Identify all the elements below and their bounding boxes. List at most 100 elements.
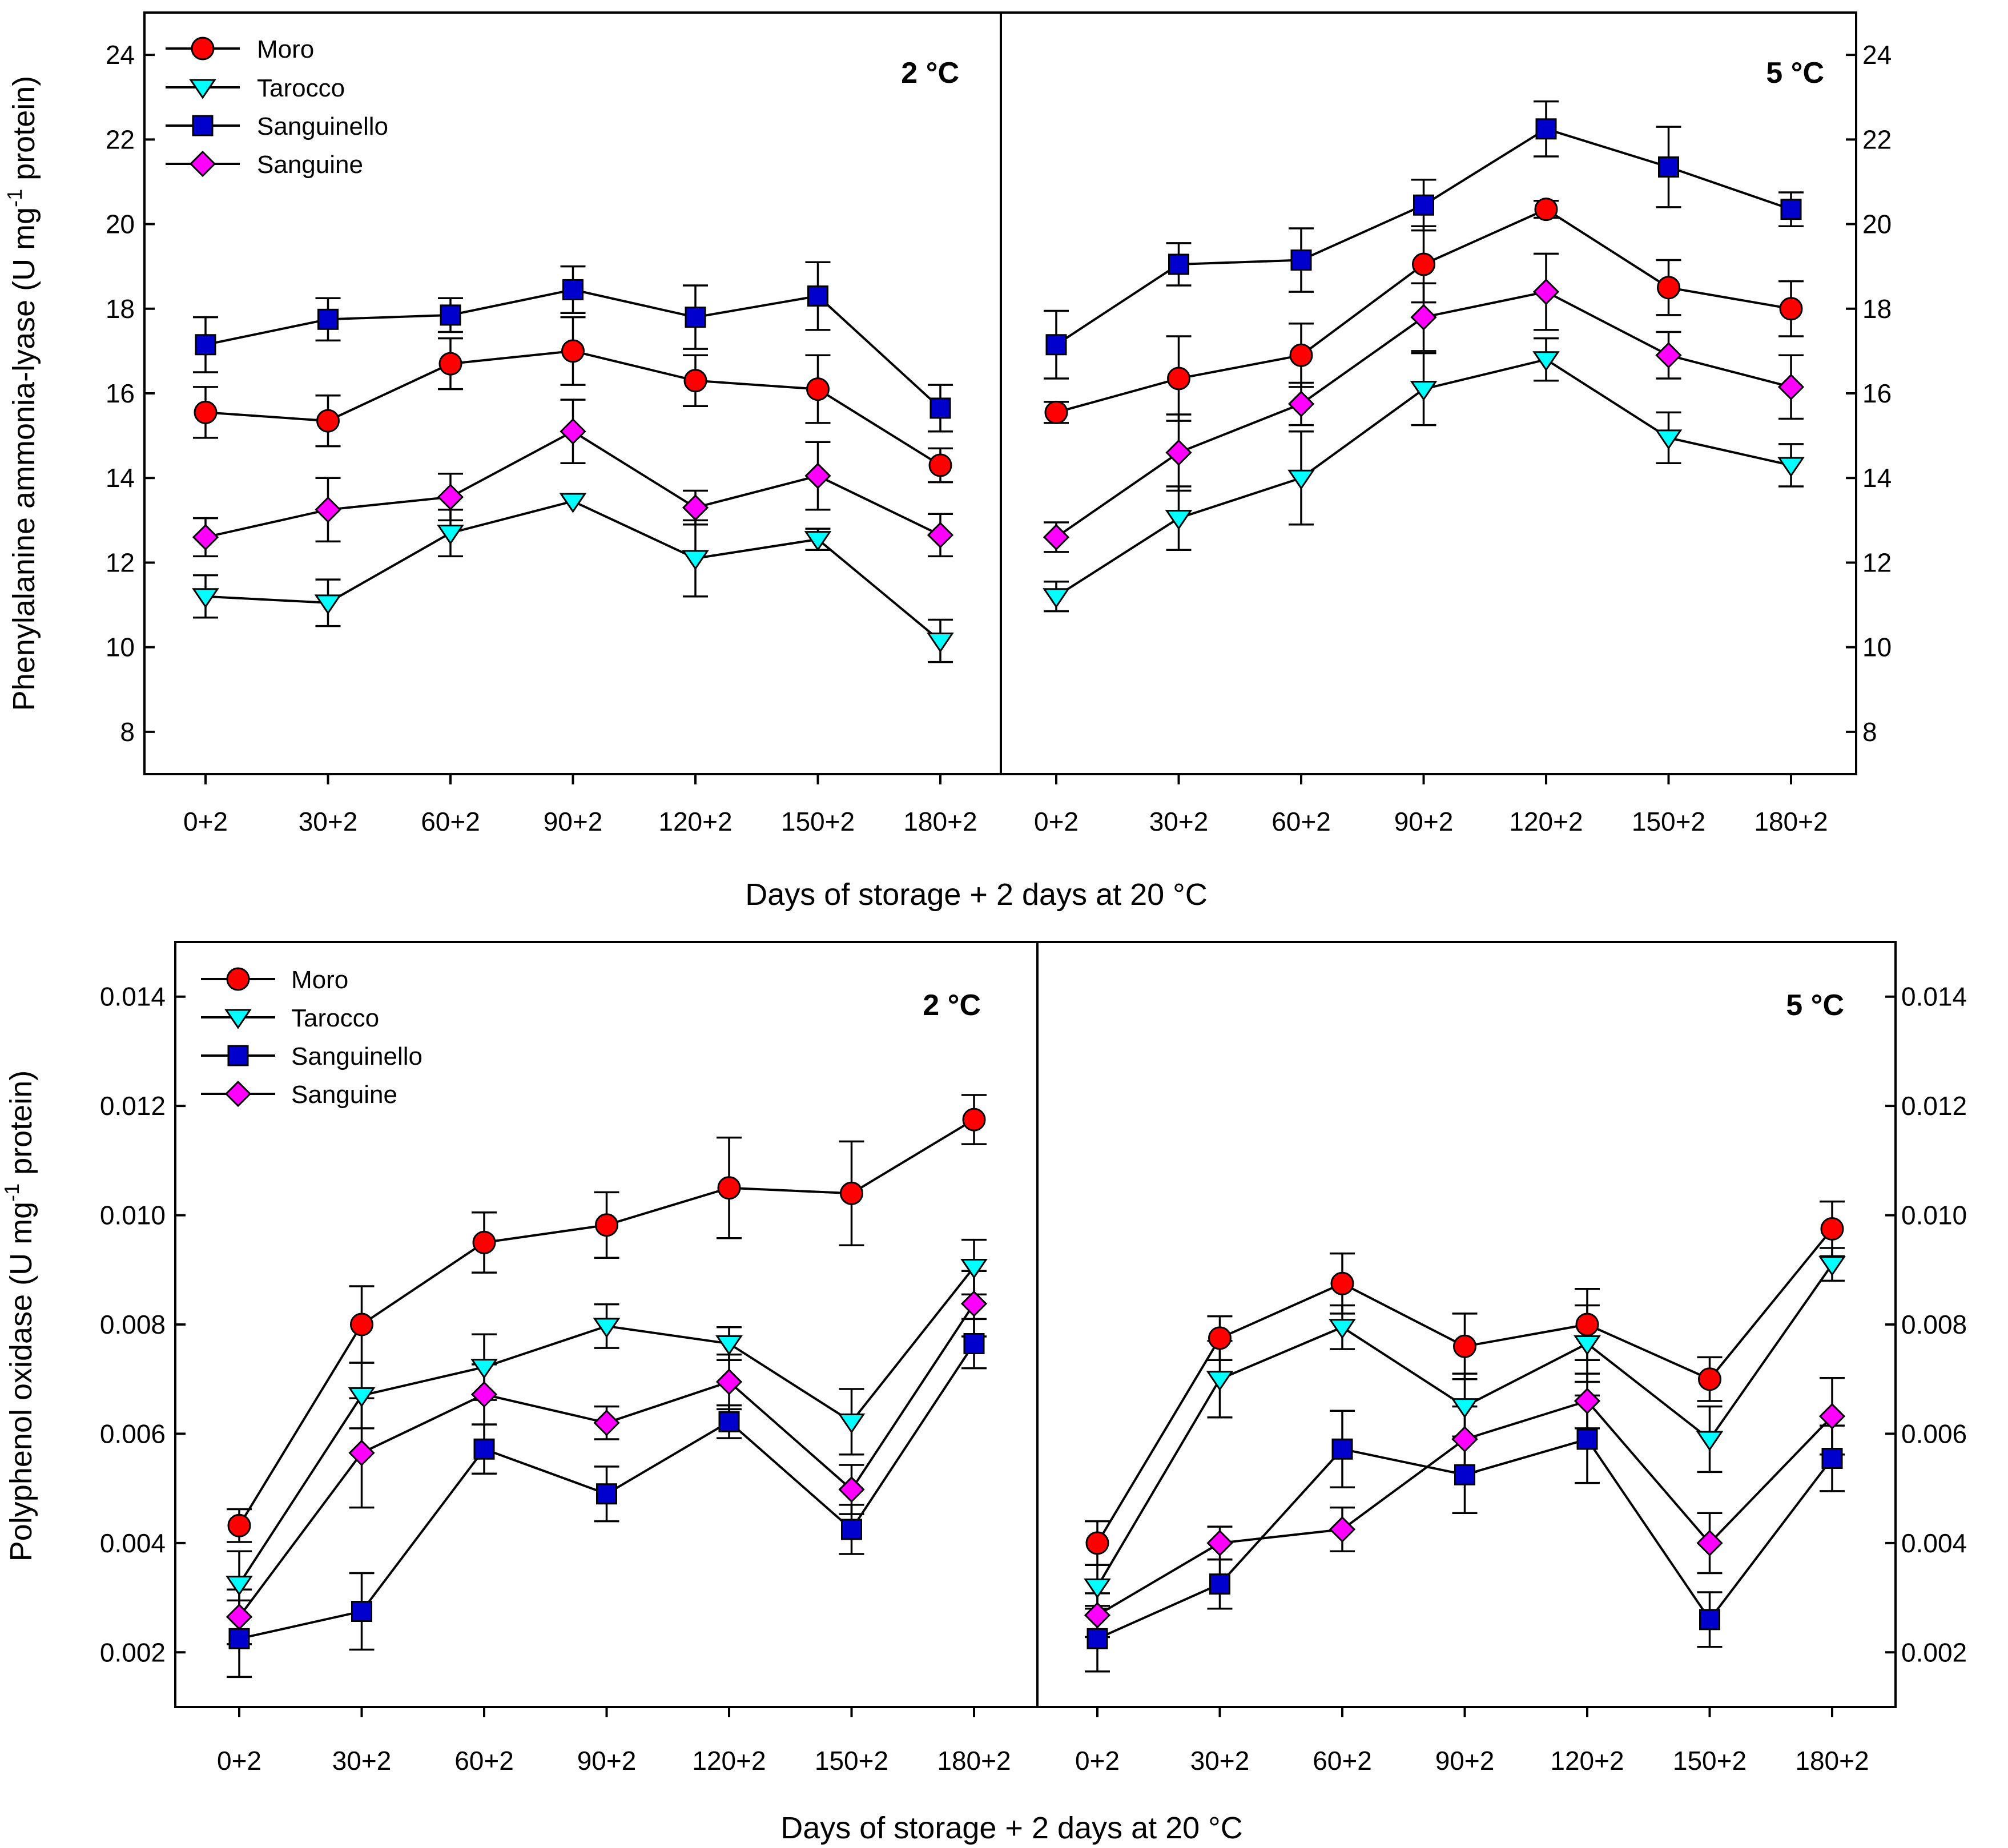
pal-panel-2c-sanguinello-point bbox=[929, 397, 951, 419]
ppo-y-tick-label-left: 0.008 bbox=[100, 1310, 166, 1339]
legend-label-tarocco: Tarocco bbox=[291, 1004, 379, 1032]
ppo-legend: Moro Tarocco Sanguinello Sanguine bbox=[201, 966, 422, 1109]
legend-label-sanguinello: Sanguinello bbox=[257, 112, 388, 140]
ppo-panel-2c-x-tick-label: 30+2 bbox=[332, 1746, 392, 1775]
legend-entry-tarocco: Tarocco bbox=[166, 74, 345, 102]
pal-panel-5c-sanguinello-point bbox=[1780, 199, 1802, 220]
pal-panel-5c-sanguinello-point bbox=[1658, 156, 1679, 178]
ppo-panel-2c-sanguine-point bbox=[593, 1410, 620, 1436]
pal-panel-5c-x-tick-label: 90+2 bbox=[1394, 807, 1454, 836]
ppo-panel-2c-x-tick-label: 120+2 bbox=[692, 1746, 766, 1775]
pal-panel-2c-sanguine-point bbox=[560, 418, 586, 445]
legend-marker-sanguine bbox=[189, 150, 216, 178]
ppo-y-tick-label-left: 0.010 bbox=[100, 1201, 166, 1230]
pal-panel-2c-tarocco-point bbox=[192, 588, 219, 609]
pal-panel-2c-x-tick-label: 60+2 bbox=[421, 807, 480, 836]
ppo-y-tick-label-right: 0.014 bbox=[1901, 982, 1967, 1012]
pal-panel-5c-x-tick-label: 120+2 bbox=[1509, 807, 1583, 836]
ppo-panel-5c-sanguine-point bbox=[1818, 1403, 1846, 1430]
pal-y-tick-label-right: 18 bbox=[1862, 294, 1892, 324]
legend-marker-tarocco bbox=[189, 79, 216, 99]
pal-y-axis-title: Phenylalanine ammonia-lyase (U mg-1 prot… bbox=[3, 76, 41, 711]
legend-label-moro: Moro bbox=[291, 966, 348, 994]
pal-y-tick-label-right: 16 bbox=[1862, 379, 1892, 408]
pal-panel-2c-moro-point bbox=[928, 453, 952, 477]
ppo-panel-2c-sanguinello-point bbox=[963, 1333, 985, 1354]
ppo-panel-5c-tarocco-point bbox=[1451, 1398, 1479, 1419]
ppo-panel-2c-moro-point bbox=[840, 1181, 863, 1205]
pal-panel-5c-sanguine-point bbox=[1410, 304, 1437, 331]
pal-panel-2c-x-tick-label: 150+2 bbox=[781, 807, 855, 836]
ppo-panel-2c-sanguinello-point bbox=[596, 1483, 617, 1505]
pal-panel-5c-sanguine-point bbox=[1655, 342, 1682, 369]
legend-marker-sanguine bbox=[224, 1080, 252, 1108]
ppo-panel-5c-sanguine-point bbox=[1574, 1387, 1601, 1415]
pal-panel-5c-sanguine-point bbox=[1043, 524, 1070, 551]
pal-panel-5c-x-tick-label: 180+2 bbox=[1754, 807, 1828, 836]
pal-panel-2c-x-tick-label: 30+2 bbox=[299, 807, 358, 836]
pal-panel-5c-tarocco-point bbox=[1287, 469, 1315, 490]
pal-panel-5c-moro-point bbox=[1289, 343, 1313, 367]
ppo-panel-2c-sanguine-point bbox=[960, 1290, 988, 1317]
ppo-panel-5c-sanguinello-point bbox=[1699, 1609, 1720, 1630]
ppo-panel-2c-sanguinello-point bbox=[841, 1519, 862, 1540]
pal-panel-2c-tarocco-point bbox=[927, 633, 954, 653]
ppo-y-tick-label-left: 0.002 bbox=[100, 1637, 166, 1667]
ppo-panel-2c-moro-point bbox=[717, 1176, 741, 1200]
ppo-panel-5c-sanguinello-point bbox=[1087, 1628, 1108, 1649]
pal-y-tick-label-right: 8 bbox=[1862, 717, 1877, 747]
ppo-panel-2c-tarocco-point bbox=[715, 1335, 743, 1356]
ppo-panel-5c-x-tick-label: 30+2 bbox=[1190, 1746, 1250, 1775]
legend-marker-sanguinello bbox=[192, 115, 214, 136]
pal-y-tick-label-left: 8 bbox=[120, 717, 135, 747]
ppo-panel-5c-x-tick-label: 0+2 bbox=[1075, 1746, 1120, 1775]
ppo-panel-5c-tarocco-point bbox=[1574, 1335, 1601, 1356]
pal-panel-2c-sanguinello-point bbox=[195, 334, 216, 356]
pal-y-tick-label-left: 24 bbox=[106, 40, 135, 70]
pal-panel-2c-tarocco-point bbox=[682, 550, 709, 570]
ppo-panel-5c-moro-point bbox=[1453, 1334, 1476, 1358]
pal-panel-2c-sanguinello-point bbox=[317, 308, 339, 330]
ppo-panel-2c-sanguinello-point bbox=[718, 1411, 740, 1432]
ppo-panel-5c-sanguine-point bbox=[1451, 1426, 1478, 1453]
pal-panel-2c-x-tick-label: 90+2 bbox=[544, 807, 603, 836]
legend-label-sanguine: Sanguine bbox=[291, 1081, 397, 1109]
ppo-panel-2c-moro-point bbox=[227, 1513, 251, 1537]
pal-y-tick-label-left: 10 bbox=[106, 633, 135, 662]
ppo-y-tick-label-left: 0.006 bbox=[100, 1419, 166, 1448]
ppo-panel-2c-tarocco-point bbox=[960, 1259, 988, 1279]
pal-panel-label-5c: 5 °C bbox=[1766, 57, 1824, 90]
legend-entry-sanguinello: Sanguinello bbox=[166, 112, 388, 140]
pal-y-tick-label-right: 24 bbox=[1862, 40, 1892, 70]
pal-y-tick-label-left: 12 bbox=[106, 547, 135, 577]
pal-panel-5c-moro-point bbox=[1779, 297, 1803, 321]
pal-panel-5c-tarocco-point bbox=[1532, 351, 1560, 372]
ppo-panel-5c-tarocco-point bbox=[1329, 1319, 1356, 1339]
ppo-y-tick-label-left: 0.004 bbox=[100, 1528, 166, 1558]
legend-label-tarocco: Tarocco bbox=[257, 74, 345, 102]
ppo-x-axis-title: Days of storage + 2 days at 20 °C bbox=[780, 1811, 1243, 1845]
pal-panel-5c-sanguinello-point bbox=[1168, 253, 1189, 275]
ppo-panel-5c-moro-point bbox=[1575, 1312, 1599, 1336]
ppo-panel-2c-tarocco-point bbox=[838, 1413, 866, 1434]
legend-entry-sanguine: Sanguine bbox=[166, 150, 363, 179]
ppo-y-tick-label-right: 0.008 bbox=[1901, 1310, 1967, 1339]
pal-panel-2c-sanguinello-point bbox=[807, 285, 828, 307]
pal-panel-2c-x-tick-label: 120+2 bbox=[658, 807, 732, 836]
pal-y-tick-label-right: 14 bbox=[1862, 463, 1892, 493]
pal-panel-5c-sanguine-point bbox=[1165, 439, 1192, 466]
pal-panel-5c-tarocco-point bbox=[1655, 429, 1683, 450]
ppo-y-tick-label-right: 0.010 bbox=[1901, 1201, 1967, 1230]
ppo-panel-2c-x-tick-label: 60+2 bbox=[454, 1746, 514, 1775]
legend-entry-sanguinello: Sanguinello bbox=[201, 1042, 422, 1070]
ppo-panel-5c-tarocco-point bbox=[1084, 1578, 1111, 1599]
pal-y-tick-label-left: 22 bbox=[106, 124, 135, 154]
pal-panel-2c-tarocco-point bbox=[804, 531, 832, 551]
pal-panel-2c-sanguine-point bbox=[192, 524, 219, 551]
ppo-panel-5c-x-tick-label: 60+2 bbox=[1313, 1746, 1372, 1775]
pal-y-tick-label-left: 16 bbox=[106, 379, 135, 408]
pal-panel-2c-sanguine-point bbox=[437, 484, 464, 510]
ppo-panel-2c-sanguine-point bbox=[470, 1381, 498, 1408]
ppo-panel-5c-moro-point bbox=[1820, 1217, 1844, 1241]
